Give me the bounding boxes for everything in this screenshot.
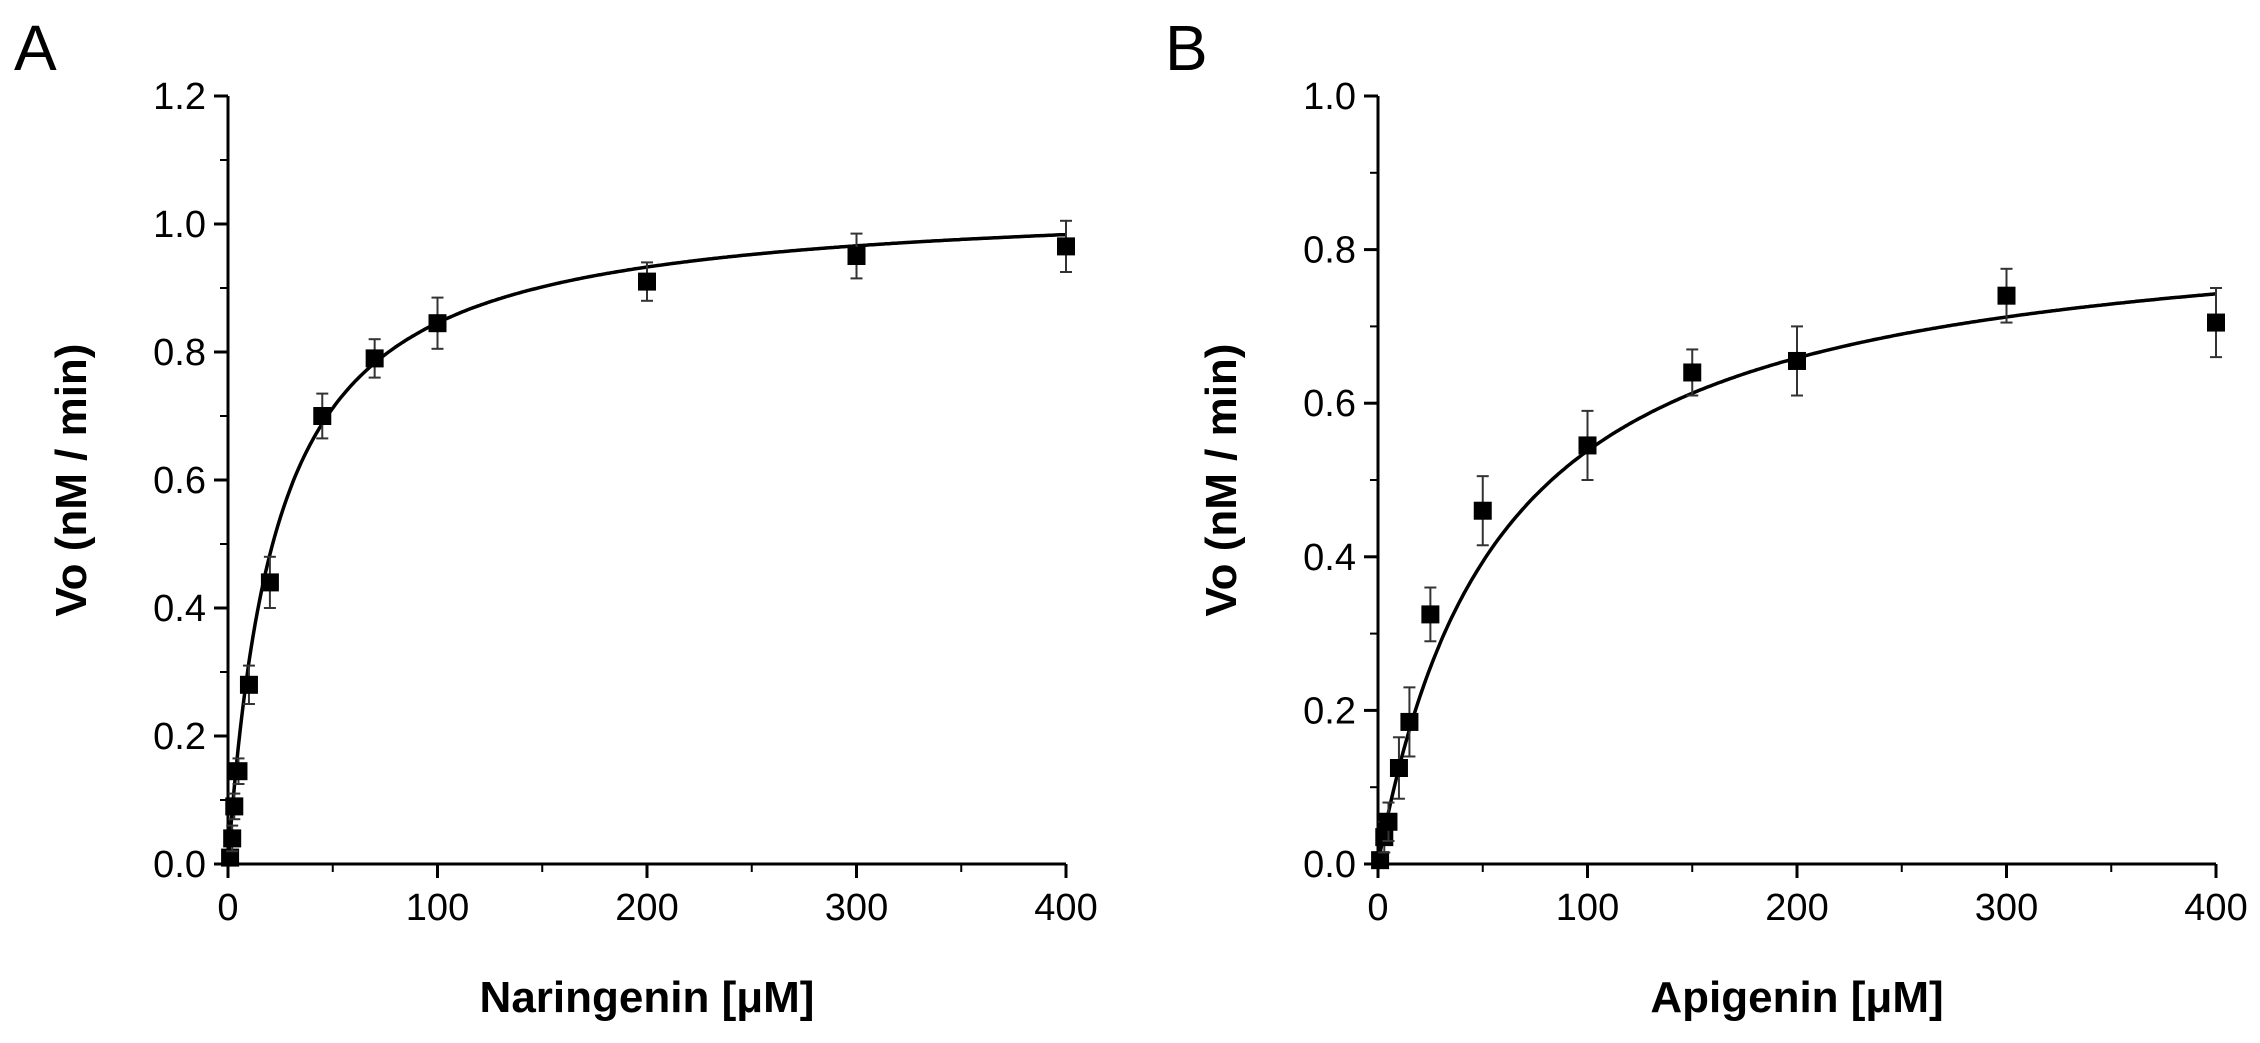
data-point bbox=[223, 829, 242, 848]
y-tick-label: 0.8 bbox=[153, 332, 206, 374]
y-tick-label: 1.0 bbox=[153, 204, 206, 246]
data-point bbox=[1421, 605, 1440, 624]
data-point bbox=[1473, 501, 1492, 520]
panel-label: B bbox=[1165, 12, 1208, 84]
x-tick-label: 200 bbox=[615, 887, 678, 929]
data-point bbox=[1788, 351, 1806, 370]
data-point bbox=[428, 314, 447, 333]
y-tick-label: 0.6 bbox=[153, 460, 206, 502]
data-point bbox=[365, 349, 384, 368]
data-point bbox=[260, 573, 279, 592]
x-tick-label: 300 bbox=[1975, 887, 2038, 929]
data-point bbox=[313, 407, 332, 425]
tick-group: 0.0 0.2 0.4 0.6 0.8 1.0 0 100 200 300 400 bbox=[1303, 76, 2248, 929]
data-point bbox=[1400, 712, 1419, 731]
data-point bbox=[1997, 286, 2016, 305]
panel-a: A 0.0 0.2 0.4 0.6 0.8 1.0 1.2 0 100 200 300 400 Nar… bbox=[14, 12, 1098, 1022]
y-axis-title: Vo (nM / min) bbox=[47, 344, 96, 617]
y-tick-label: 0.6 bbox=[1303, 383, 1356, 425]
x-tick-label: 0 bbox=[1367, 887, 1388, 929]
x-tick-label: 0 bbox=[217, 887, 238, 929]
panel-label: A bbox=[14, 12, 57, 84]
data-point bbox=[1057, 237, 1075, 256]
data-point bbox=[1375, 828, 1394, 847]
x-tick-label: 100 bbox=[1556, 887, 1619, 929]
y-tick-label: 0.0 bbox=[153, 844, 206, 886]
y-tick-label: 1.0 bbox=[1303, 76, 1356, 118]
data-point bbox=[1371, 851, 1390, 870]
data-point bbox=[225, 797, 244, 816]
y-tick-label: 0.8 bbox=[1303, 230, 1356, 272]
tick-group: 0.0 0.2 0.4 0.6 0.8 1.0 1.2 0 100 200 300 400 bbox=[153, 76, 1098, 929]
x-tick-label: 400 bbox=[2184, 887, 2247, 929]
y-axis-title: Vo (nM / min) bbox=[1197, 344, 1246, 617]
data-point bbox=[1389, 759, 1408, 777]
data-point bbox=[638, 272, 656, 291]
y-tick-label: 0.4 bbox=[153, 588, 206, 630]
y-tick-label: 0.4 bbox=[1303, 537, 1356, 579]
data-point bbox=[1683, 363, 1702, 382]
x-tick-label: 200 bbox=[1765, 887, 1828, 929]
y-tick-label: 0.2 bbox=[1303, 690, 1356, 732]
data-point bbox=[239, 675, 258, 694]
x-tick-label: 100 bbox=[406, 887, 469, 929]
data-point bbox=[1578, 436, 1597, 455]
data-point bbox=[1379, 812, 1398, 831]
data-points bbox=[1371, 267, 2225, 870]
y-tick-label: 0.0 bbox=[1303, 844, 1356, 886]
x-tick-label: 400 bbox=[1034, 887, 1097, 929]
data-point bbox=[2207, 313, 2225, 332]
fit-curve bbox=[226, 232, 1067, 865]
data-points bbox=[221, 219, 1075, 867]
data-point bbox=[847, 247, 866, 265]
y-tick-label: 1.2 bbox=[153, 76, 206, 118]
x-axis-title: Apigenin [μM] bbox=[1650, 973, 1943, 1022]
data-point bbox=[221, 848, 240, 867]
y-tick-label: 0.2 bbox=[153, 716, 206, 758]
x-axis-title: Naringenin [μM] bbox=[480, 973, 815, 1022]
panel-b: B 0.0 0.2 0.4 0.6 0.8 1.0 0 100 200 300 400 Apigen… bbox=[1165, 12, 2248, 1022]
data-point bbox=[229, 762, 248, 781]
x-tick-label: 300 bbox=[825, 887, 888, 929]
